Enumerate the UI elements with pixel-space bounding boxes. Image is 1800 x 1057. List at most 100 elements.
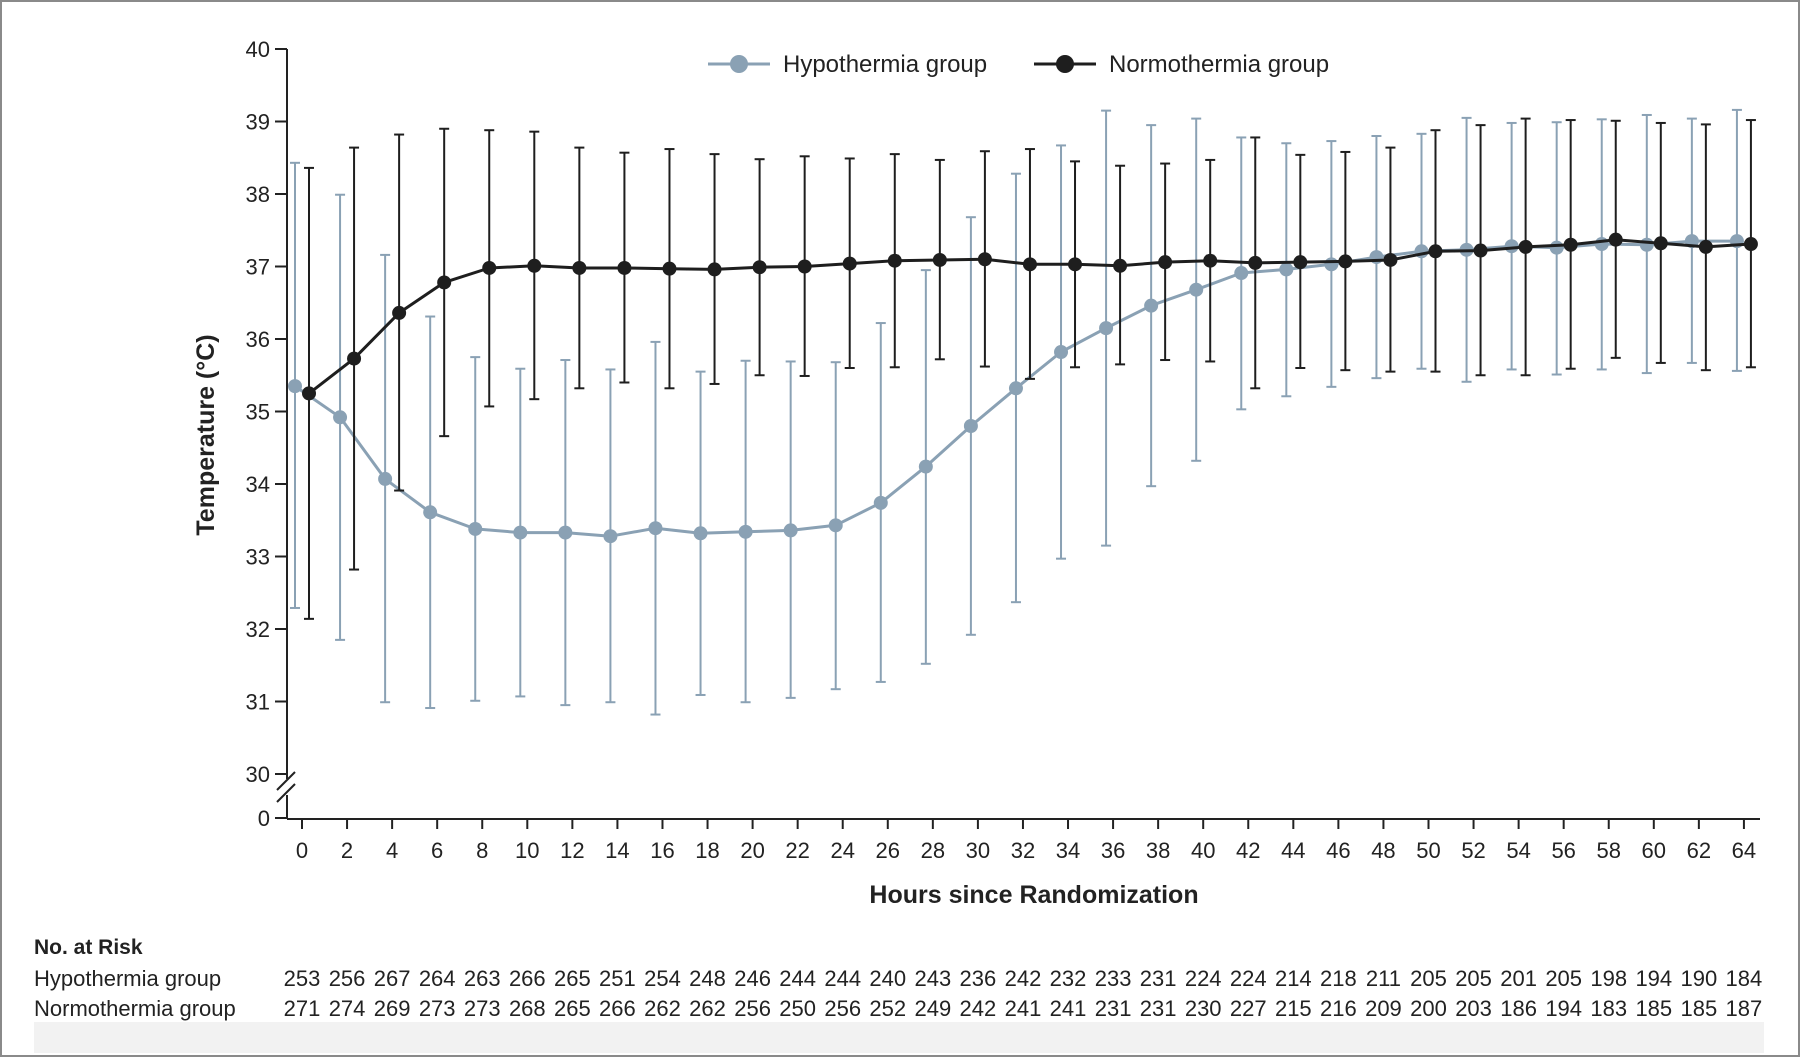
risk-value-hypothermia: 233 [1095, 966, 1132, 991]
risk-value-hypothermia: 231 [1140, 966, 1177, 991]
risk-value-hypothermia: 263 [464, 966, 501, 991]
risk-value-hypothermia: 244 [779, 966, 816, 991]
x-tick-label: 34 [1056, 838, 1080, 863]
x-tick-label: 32 [1011, 838, 1035, 863]
risk-value-normothermia: 242 [960, 996, 997, 1021]
legend-label: Hypothermia group [783, 51, 987, 78]
y-tick-label: 31 [246, 690, 270, 715]
data-point-hypothermia [828, 518, 843, 533]
risk-value-hypothermia: 194 [1635, 966, 1672, 991]
data-point-normothermia [797, 259, 812, 274]
risk-value-hypothermia: 224 [1185, 966, 1222, 991]
x-tick-label: 22 [785, 838, 809, 863]
x-tick-label: 28 [921, 838, 945, 863]
data-point-normothermia [1608, 232, 1623, 247]
x-tick-label: 36 [1101, 838, 1125, 863]
legend: Hypothermia group Normothermia group [708, 51, 1329, 78]
x-tick-label: 10 [515, 838, 539, 863]
data-point-normothermia [1068, 257, 1083, 272]
risk-value-hypothermia: 214 [1275, 966, 1312, 991]
risk-value-hypothermia: 256 [329, 966, 366, 991]
x-tick-label: 0 [296, 838, 308, 863]
x-tick-label: 4 [386, 838, 398, 863]
data-point-normothermia [1293, 255, 1308, 270]
data-point-hypothermia [333, 410, 348, 425]
data-point-normothermia [1383, 252, 1398, 267]
risk-value-hypothermia: 218 [1320, 966, 1357, 991]
data-point-normothermia [1113, 258, 1128, 273]
data-point-normothermia [1428, 244, 1443, 259]
data-point-hypothermia [648, 521, 663, 536]
x-tick-label: 24 [830, 838, 854, 863]
risk-value-normothermia: 273 [464, 996, 501, 1021]
data-point-hypothermia [513, 525, 528, 540]
legend-swatch-marker [1056, 55, 1074, 73]
data-point-hypothermia [693, 526, 708, 541]
y-tick-label: 37 [246, 255, 270, 280]
risk-value-hypothermia: 265 [554, 966, 591, 991]
risk-value-hypothermia: 232 [1050, 966, 1087, 991]
risk-value-hypothermia: 264 [419, 966, 456, 991]
risk-value-normothermia: 265 [554, 996, 591, 1021]
risk-value-normothermia: 186 [1500, 996, 1537, 1021]
risk-value-normothermia: 266 [599, 996, 636, 1021]
data-point-normothermia [1022, 257, 1037, 272]
legend-item-normothermia: Normothermia group [1034, 51, 1329, 78]
x-tick-label: 60 [1642, 838, 1666, 863]
risk-value-hypothermia: 244 [824, 966, 861, 991]
data-point-hypothermia [1639, 237, 1654, 252]
risk-value-normothermia: 183 [1590, 996, 1627, 1021]
data-point-hypothermia [1189, 282, 1204, 297]
risk-value-hypothermia: 201 [1500, 966, 1537, 991]
data-point-hypothermia [1549, 240, 1564, 255]
risk-row-label-normothermia: Normothermia group [34, 996, 236, 1021]
risk-value-hypothermia: 198 [1590, 966, 1627, 991]
risk-value-normothermia: 231 [1095, 996, 1132, 1021]
x-tick-label: 40 [1191, 838, 1215, 863]
risk-value-hypothermia: 184 [1726, 966, 1763, 991]
data-point-hypothermia [468, 521, 483, 536]
y-tick-label: 38 [246, 182, 270, 207]
risk-value-normothermia: 262 [644, 996, 681, 1021]
risk-value-normothermia: 268 [509, 996, 546, 1021]
data-point-hypothermia [1324, 257, 1339, 272]
data-point-normothermia [302, 386, 316, 401]
data-point-normothermia [392, 305, 407, 320]
data-point-hypothermia [378, 471, 393, 486]
risk-value-hypothermia: 242 [1005, 966, 1042, 991]
data-point-normothermia [1698, 239, 1713, 254]
y-tick-label: 0 [258, 806, 270, 831]
risk-value-hypothermia: 253 [284, 966, 321, 991]
data-point-hypothermia [1008, 381, 1023, 396]
data-point-hypothermia [558, 525, 573, 540]
risk-value-normothermia: 216 [1320, 996, 1357, 1021]
risk-value-normothermia: 215 [1275, 996, 1312, 1021]
x-tick-label: 16 [650, 838, 674, 863]
data-point-normothermia [842, 256, 857, 271]
x-tick-label: 8 [476, 838, 488, 863]
risk-value-normothermia: 185 [1681, 996, 1718, 1021]
data-point-hypothermia [1099, 321, 1114, 336]
x-tick-label: 44 [1281, 838, 1305, 863]
x-axis-label: Hours since Randomization [869, 881, 1198, 909]
data-point-normothermia [1203, 253, 1218, 268]
y-tick-label: 30 [246, 762, 270, 787]
data-point-hypothermia [288, 379, 302, 394]
data-point-hypothermia [738, 524, 753, 539]
risk-value-normothermia: 271 [284, 996, 321, 1021]
y-tick-label: 32 [246, 617, 270, 642]
data-point-normothermia [572, 260, 587, 275]
data-point-normothermia [482, 260, 497, 275]
x-tick-label: 64 [1732, 838, 1756, 863]
data-point-hypothermia [1594, 237, 1609, 252]
risk-value-hypothermia: 267 [374, 966, 411, 991]
risk-value-normothermia: 203 [1455, 996, 1492, 1021]
risk-value-hypothermia: 254 [644, 966, 681, 991]
data-point-normothermia [1563, 237, 1578, 252]
risk-value-normothermia: 209 [1365, 996, 1402, 1021]
x-tick-label: 42 [1236, 838, 1260, 863]
x-tick-label: 48 [1371, 838, 1395, 863]
risk-value-normothermia: 187 [1726, 996, 1763, 1021]
